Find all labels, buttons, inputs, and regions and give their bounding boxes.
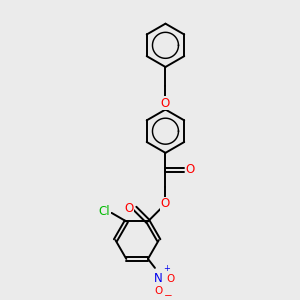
Text: O: O bbox=[161, 97, 170, 110]
Text: +: + bbox=[163, 263, 170, 272]
Text: Cl: Cl bbox=[98, 205, 110, 218]
Text: O: O bbox=[154, 286, 162, 296]
Text: O: O bbox=[124, 202, 133, 215]
Text: N: N bbox=[154, 272, 162, 285]
Text: −: − bbox=[164, 291, 172, 300]
Text: O: O bbox=[161, 197, 170, 210]
Text: O: O bbox=[186, 164, 195, 176]
Text: O: O bbox=[166, 274, 175, 284]
